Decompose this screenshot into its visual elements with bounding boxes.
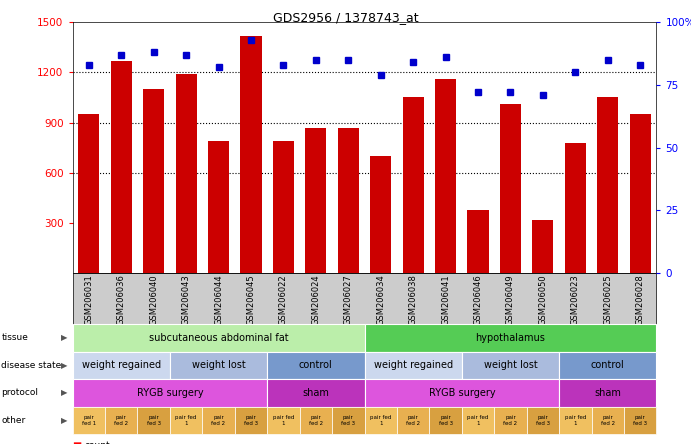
Bar xyxy=(630,114,651,273)
Text: ▶: ▶ xyxy=(61,361,67,370)
Text: other: other xyxy=(1,416,26,425)
Text: control: control xyxy=(299,361,333,370)
Text: pair
fed 3: pair fed 3 xyxy=(536,415,550,426)
Text: pair
fed 2: pair fed 2 xyxy=(114,415,129,426)
Text: hypothalamus: hypothalamus xyxy=(475,333,545,343)
Text: pair fed
1: pair fed 1 xyxy=(565,415,586,426)
Text: pair
fed 3: pair fed 3 xyxy=(146,415,161,426)
Text: pair fed
1: pair fed 1 xyxy=(273,415,294,426)
Bar xyxy=(240,36,261,273)
Text: GDS2956 / 1378743_at: GDS2956 / 1378743_at xyxy=(273,11,418,24)
Text: pair
fed 3: pair fed 3 xyxy=(633,415,647,426)
Text: weight lost: weight lost xyxy=(484,361,538,370)
Text: pair
fed 2: pair fed 2 xyxy=(211,415,225,426)
Text: sham: sham xyxy=(303,388,330,398)
Text: sham: sham xyxy=(594,388,621,398)
Bar xyxy=(500,104,521,273)
Text: pair
fed 2: pair fed 2 xyxy=(504,415,518,426)
Text: ■: ■ xyxy=(73,441,82,444)
Bar xyxy=(403,98,424,273)
Text: weight regained: weight regained xyxy=(374,361,453,370)
Text: ▶: ▶ xyxy=(61,388,67,397)
Text: count: count xyxy=(85,441,111,444)
Text: pair fed
1: pair fed 1 xyxy=(467,415,489,426)
Text: pair
fed 3: pair fed 3 xyxy=(439,415,453,426)
Text: ▶: ▶ xyxy=(61,333,67,342)
Bar xyxy=(532,219,553,273)
Bar xyxy=(435,79,456,273)
Text: protocol: protocol xyxy=(1,388,39,397)
Bar xyxy=(305,127,326,273)
Bar xyxy=(468,210,489,273)
Text: pair
fed 2: pair fed 2 xyxy=(309,415,323,426)
Text: weight lost: weight lost xyxy=(191,361,245,370)
Text: pair fed
1: pair fed 1 xyxy=(176,415,197,426)
Text: weight regained: weight regained xyxy=(82,361,161,370)
Bar xyxy=(78,114,100,273)
Bar xyxy=(111,61,132,273)
Bar xyxy=(338,127,359,273)
Bar xyxy=(208,141,229,273)
Bar xyxy=(273,141,294,273)
Text: control: control xyxy=(591,361,625,370)
Text: pair
fed 2: pair fed 2 xyxy=(406,415,420,426)
Text: pair
fed 2: pair fed 2 xyxy=(600,415,615,426)
Bar xyxy=(176,74,197,273)
Text: pair
fed 3: pair fed 3 xyxy=(341,415,355,426)
Bar xyxy=(565,143,586,273)
Text: tissue: tissue xyxy=(1,333,28,342)
Text: RYGB surgery: RYGB surgery xyxy=(137,388,203,398)
Bar xyxy=(597,98,618,273)
Text: disease state: disease state xyxy=(1,361,61,370)
Text: pair
fed 1: pair fed 1 xyxy=(82,415,96,426)
Text: RYGB surgery: RYGB surgery xyxy=(428,388,495,398)
Text: ▶: ▶ xyxy=(61,416,67,425)
Bar xyxy=(370,156,391,273)
Text: pair fed
1: pair fed 1 xyxy=(370,415,391,426)
Bar xyxy=(143,89,164,273)
Text: pair
fed 3: pair fed 3 xyxy=(244,415,258,426)
Text: subcutaneous abdominal fat: subcutaneous abdominal fat xyxy=(149,333,288,343)
